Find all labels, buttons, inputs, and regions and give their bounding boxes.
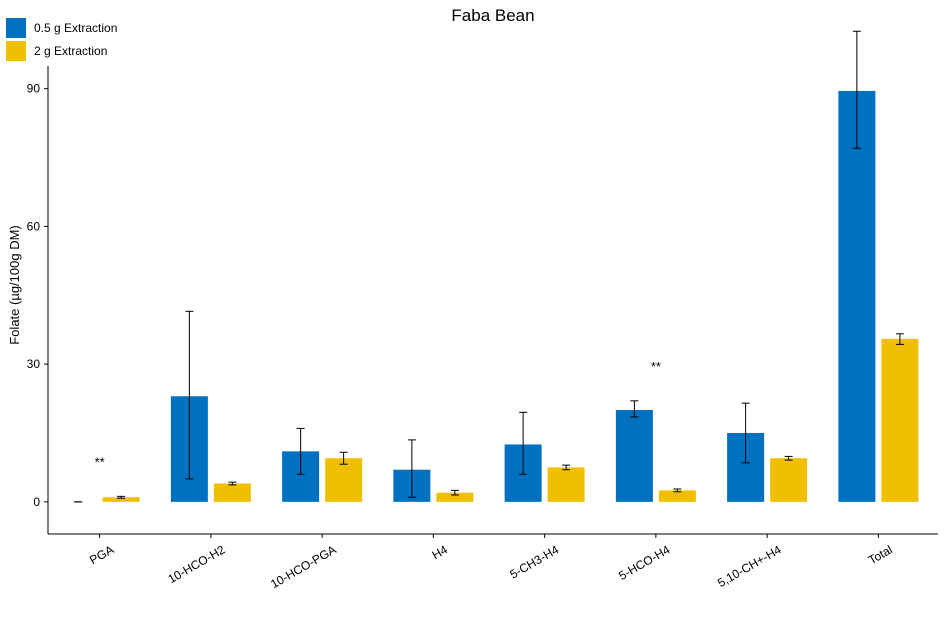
bar-series-1: [615, 410, 653, 502]
bar-series-2: [436, 492, 474, 502]
legend-label-series-2: 2 g Extraction: [34, 43, 108, 58]
legend-swatch-series-2: [6, 40, 26, 61]
bar-series-2: [770, 458, 808, 502]
y-tick-label: 0: [33, 495, 40, 509]
y-tick-label: 90: [27, 82, 41, 96]
legend-label-series-1: 0.5 g Extraction: [34, 20, 118, 35]
significance-label: **: [651, 359, 661, 374]
significance-label: **: [95, 454, 105, 469]
y-tick-label: 30: [27, 357, 41, 371]
x-tick-label: 5,10-CH+-H4: [715, 542, 784, 590]
x-tick-label: 10-HCO-H2: [166, 542, 228, 586]
legend-item-series-2: 2 g Extraction: [6, 39, 117, 62]
x-tick-label: H4: [430, 542, 451, 562]
y-axis-label: Folate (µg/100g DM): [7, 225, 22, 344]
x-tick-label: 5-CH3-H4: [507, 542, 561, 581]
bar-series-1: [838, 90, 876, 502]
legend-swatch-series-1: [6, 17, 26, 38]
x-tick-label: 5-HCO-H4: [616, 542, 672, 583]
bar-series-2: [325, 458, 363, 502]
x-tick-label: PGA: [87, 542, 116, 567]
bar-series-2: [547, 467, 585, 502]
chart-title: Faba Bean: [451, 6, 535, 25]
bar-series-2: [658, 490, 696, 502]
x-tick-label: Total: [866, 542, 895, 567]
y-tick-label: 60: [27, 219, 41, 233]
legend: 0.5 g Extraction 2 g Extraction: [6, 16, 117, 62]
bar-series-2: [881, 338, 919, 502]
x-tick-label: 10-HCO-PGA: [268, 542, 339, 591]
legend-item-series-1: 0.5 g Extraction: [6, 16, 117, 39]
bar-series-2: [213, 483, 251, 502]
bar-series-2: [102, 497, 140, 502]
